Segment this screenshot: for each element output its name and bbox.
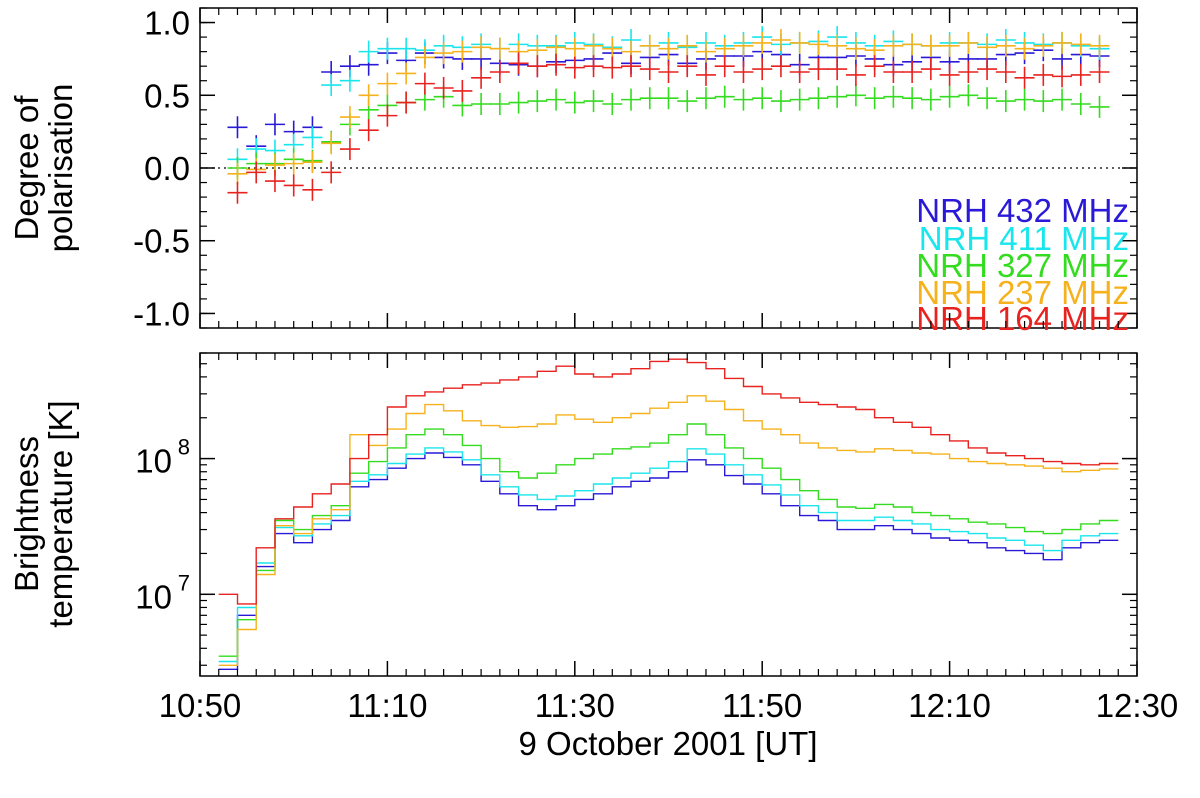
brightness-plot-frame: [199, 352, 1138, 677]
polarisation-series-nrh-237-mhz: [227, 29, 1110, 185]
brightness-ylabel-line1: Brightness: [8, 436, 45, 592]
legend-entry: NRH 327 MHz: [916, 247, 1129, 284]
brightness-series-nrh-327-mhz: [218, 423, 1119, 657]
brightness-series-nrh-432-mhz: [218, 452, 1119, 670]
polarisation-ylabel-line2: polarisation: [42, 84, 79, 253]
time-axis: 10:50 11:10 11:30 11:50 12:10 12:30: [159, 8, 1179, 724]
polarisation-tick-label: -0.5: [133, 223, 190, 260]
time-tick-label: 10:50: [159, 687, 242, 724]
legend-entry: NRH 411 MHz: [919, 220, 1129, 257]
polarisation-tick-label: 0.0: [144, 150, 190, 187]
brightness-tick-exponent: 8: [178, 435, 190, 460]
brightness-tick-label: 10: [135, 443, 172, 480]
polarisation-tick-label: 0.5: [144, 77, 190, 114]
legend-entry: NRH 164 MHz: [916, 300, 1129, 337]
brightness-ylabel-line2: temperature [K]: [42, 400, 79, 627]
polarisation-tick-label: -1.0: [133, 295, 190, 332]
legend-entry: NRH 237 MHz: [916, 274, 1129, 311]
time-tick-label: 12:30: [1096, 687, 1179, 724]
polarisation-series-nrh-164-mhz: [227, 52, 1110, 204]
brightness-tick-label: 10: [135, 578, 172, 615]
polarisation-ticks: 1.0 0.5 0.0 -0.5 -1.0: [133, 5, 1137, 332]
time-tick-label: 12:10: [908, 687, 991, 724]
brightness-series-nrh-411-mhz: [218, 447, 1119, 663]
time-tick-label: 11:50: [722, 687, 802, 724]
brightness-tick-exponent: 7: [178, 570, 190, 595]
brightness-series: [218, 358, 1119, 670]
x-axis-label: 9 October 2001 [UT]: [519, 725, 818, 762]
polarisation-series: [227, 26, 1110, 204]
polarisation-tick-label: 1.0: [144, 5, 190, 42]
legend-entry: NRH 432 MHz: [916, 192, 1129, 229]
time-tick-label: 11:30: [535, 687, 615, 724]
time-tick-label: 11:10: [347, 687, 427, 724]
brightness-series-nrh-164-mhz: [218, 358, 1119, 605]
polarisation-series-nrh-327-mhz: [227, 84, 1110, 179]
polarisation-ylabel-line1: Degree of: [8, 95, 45, 241]
